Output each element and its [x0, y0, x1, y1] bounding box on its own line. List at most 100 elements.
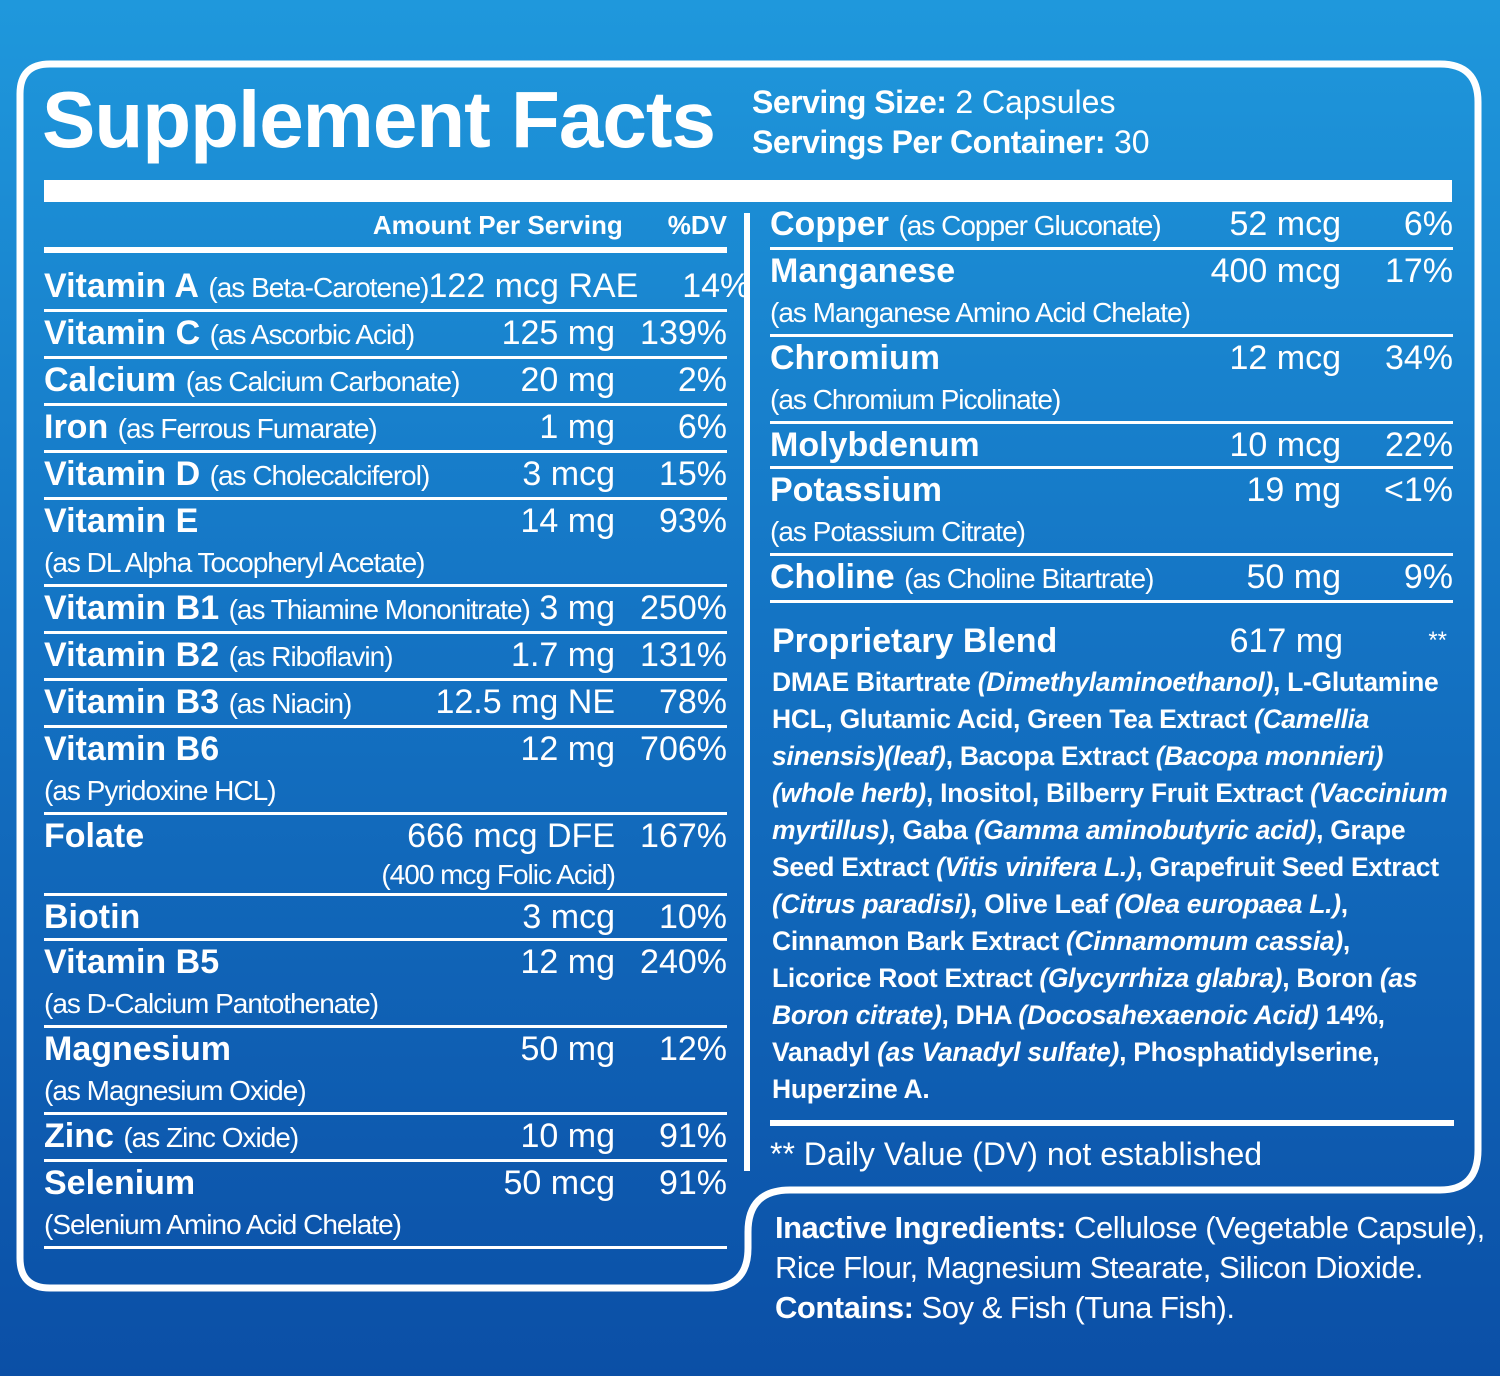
nutrient-name: Zinc — [44, 1117, 114, 1155]
nutrient-source: (as Calcium Carbonate) — [185, 366, 461, 397]
nutrient-source: (as Zinc Oxide) — [123, 1122, 299, 1153]
daily-value: <1% — [1384, 471, 1453, 509]
inactive-ingredients: Inactive Ingredients: Cellulose (Vegetab… — [775, 1208, 1495, 1328]
blend-name: Proprietary Blend — [772, 622, 1058, 660]
nutrient-row: Vitamin E 14 mg 93% (as DL Alpha Tocopheryl… — [44, 500, 727, 587]
amount: 12 mg — [520, 943, 616, 981]
ingredient-text: , L-Glutamine HCL, Glutamic Acid, Green … — [772, 667, 1439, 734]
amount-header: Amount Per Serving — [372, 210, 623, 240]
blend-amount: 617 mg — [1229, 622, 1343, 660]
nutrient-source: (as Ascorbic Acid) — [209, 319, 416, 350]
ingredient-text: , Boron — [1282, 963, 1380, 993]
ingredient-text: , Licorice Root Extract — [772, 926, 1350, 993]
nutrient-row: Choline (as Choline Bitartrate) 50 mg 9% — [770, 556, 1453, 603]
nutrient-row: Vitamin C (as Ascorbic Acid) 125 mg 139% — [44, 312, 727, 359]
nutrient-row: Vitamin B2 (as Riboflavin) 1.7 mg 131% — [44, 634, 727, 681]
nutrient-row: Vitamin D (as Cholecalciferol) 3 mcg 15% — [44, 453, 727, 500]
nutrient-name: Manganese — [770, 252, 956, 290]
amount: 50 mg — [1246, 558, 1342, 596]
nutrient-name: Selenium — [44, 1164, 196, 1202]
amount: 12 mcg — [1229, 339, 1342, 377]
nutrient-name: Vitamin B2 — [44, 636, 220, 674]
daily-value: 93% — [658, 502, 727, 540]
ingredient-text: (Bacopa monnieri)(whole herb) — [772, 741, 1384, 808]
nutrient-source: (as DL Alpha Tocopheryl Acetate) — [44, 547, 425, 578]
nutrient-name-cell: Vitamin B2 (as Riboflavin) — [44, 634, 511, 678]
nutrient-name-cell: Vitamin B1 (as Thiamine Mononitrate) — [44, 587, 539, 631]
nutrient-row: Chromium 12 mcg 34% (as Chromium Picolinate… — [770, 337, 1453, 424]
nutrient-source: (as Potassium Citrate) — [770, 516, 1026, 547]
ingredient-text: , Bacopa Extract — [945, 741, 1156, 771]
nutrient-name: Potassium — [770, 471, 942, 509]
serving-value: 2 Capsules — [955, 84, 1116, 120]
inactive-line: Contains: Soy & Fish (Tuna Fish). — [775, 1288, 1495, 1328]
column-header: Amount Per Serving %DV — [44, 210, 727, 253]
nutrient-name: Magnesium — [44, 1030, 232, 1068]
ingredient-text: (Glycyrrhiza glabra) — [1039, 963, 1283, 993]
daily-value: 12% — [658, 1030, 727, 1068]
ingredient-text: , Inositol, Bilberry Fruit Extract — [925, 778, 1311, 808]
frame-border — [16, 60, 1482, 1292]
rule — [770, 1120, 1454, 1126]
nutrient-name: Vitamin D — [44, 455, 201, 493]
right-column: Copper (as Copper Gluconate) 52 mcg 6% Mang… — [770, 203, 1453, 603]
ingredient-text: (Citrus paradisi) — [772, 889, 971, 919]
nutrient-name: Iron — [44, 408, 109, 446]
nutrient-row: Folate 666 mcg DFE 167% (400 mcg Folic Acid… — [44, 815, 727, 896]
amount: 10 mcg — [1229, 426, 1342, 464]
nutrient-name-cell: Vitamin D (as Cholecalciferol) — [44, 453, 522, 497]
amount: 52 mcg — [1229, 205, 1342, 243]
ingredient-text: (Olea europaea L.) — [1114, 889, 1341, 919]
amount: 125 mg — [501, 314, 615, 352]
daily-value: 6% — [1403, 205, 1453, 243]
column-divider — [744, 213, 750, 1171]
daily-value: 34% — [1384, 339, 1453, 377]
nutrient-name-cell: Molybdenum — [770, 424, 1230, 466]
title: Supplement Facts — [42, 75, 716, 164]
nutrient-name: Copper — [770, 205, 889, 243]
inactive-text: Cellulose (Vegetable Capsule), Rice Flou… — [775, 1210, 1485, 1285]
daily-value: 91% — [658, 1164, 727, 1202]
nutrient-name: Vitamin B3 — [44, 683, 220, 721]
nutrient-source: (as Chromium Picolinate) — [770, 384, 1061, 415]
nutrient-row: Vitamin B5 12 mg 240% (as D-Calcium Pantoth… — [44, 941, 727, 1028]
amount: 10 mg — [520, 1117, 616, 1155]
nutrient-name-cell: Manganese — [770, 250, 1211, 292]
ingredient-text: (Dimethylaminoethanol) — [977, 667, 1274, 697]
nutrient-name-cell: Vitamin E — [44, 500, 521, 542]
ingredient-text: (Vaccinium myrtillus) — [772, 778, 1448, 845]
nutrient-source: (as Cholecalciferol) — [209, 460, 431, 491]
proprietary-blend: Proprietary Blend 617 mg ** DMAE Bitartrate… — [772, 618, 1455, 1108]
ingredient-text: (Docosahexaenoic Acid) — [1018, 1000, 1319, 1030]
amount: 12 mg — [520, 730, 616, 768]
ingredient-text: (Cinnamomum cassia) — [1065, 926, 1343, 956]
amount: 12.5 mg NE — [435, 683, 615, 721]
daily-value: 167% — [640, 817, 727, 855]
daily-value: 6% — [677, 408, 727, 446]
blend-header: Proprietary Blend 617 mg ** — [772, 618, 1455, 664]
daily-value: 14% — [682, 267, 751, 305]
ingredient-text: , Grape Seed Extract — [772, 815, 1406, 882]
nutrient-source: (as Magnesium Oxide) — [44, 1075, 307, 1106]
ingredient-text: DMAE Bitartrate — [772, 667, 978, 697]
amount: 400 mcg — [1210, 252, 1341, 290]
serving-line: Serving Size: 2 Capsules — [752, 82, 1150, 122]
nutrient-row: Biotin 3 mcg 10% — [44, 896, 727, 941]
nutrient-name-cell: Choline (as Choline Bitartrate) — [770, 556, 1247, 600]
serving-info: Serving Size: 2 Capsules Servings Per Con… — [752, 82, 1150, 162]
amount: 666 mcg DFE — [407, 817, 615, 855]
nutrient-name-cell: Calcium (as Calcium Carbonate) — [44, 359, 521, 403]
nutrient-name: Choline — [770, 558, 895, 596]
left-column: Amount Per Serving %DV Vitamin A (as Beta-… — [44, 210, 750, 1249]
amount: 3 mg — [539, 589, 615, 627]
amount: 3 mcg — [522, 898, 615, 936]
nutrient-row: Iron (as Ferrous Fumarate) 1 mg 6% — [44, 406, 727, 453]
daily-value: 78% — [658, 683, 727, 721]
nutrient-source: (as Riboflavin) — [228, 641, 394, 672]
inactive-text: Soy & Fish (Tuna Fish). — [913, 1290, 1235, 1325]
ingredient-text: , Grapefruit Seed Extract — [1135, 852, 1439, 882]
ingredient-text: , Phosphatidylserine, Huperzine A. — [772, 1037, 1380, 1104]
nutrient-row: Vitamin A (as Beta-Carotene) 122 mcg RAE 1… — [44, 265, 750, 312]
nutrient-source: (as D-Calcium Pantothenate) — [44, 988, 379, 1019]
